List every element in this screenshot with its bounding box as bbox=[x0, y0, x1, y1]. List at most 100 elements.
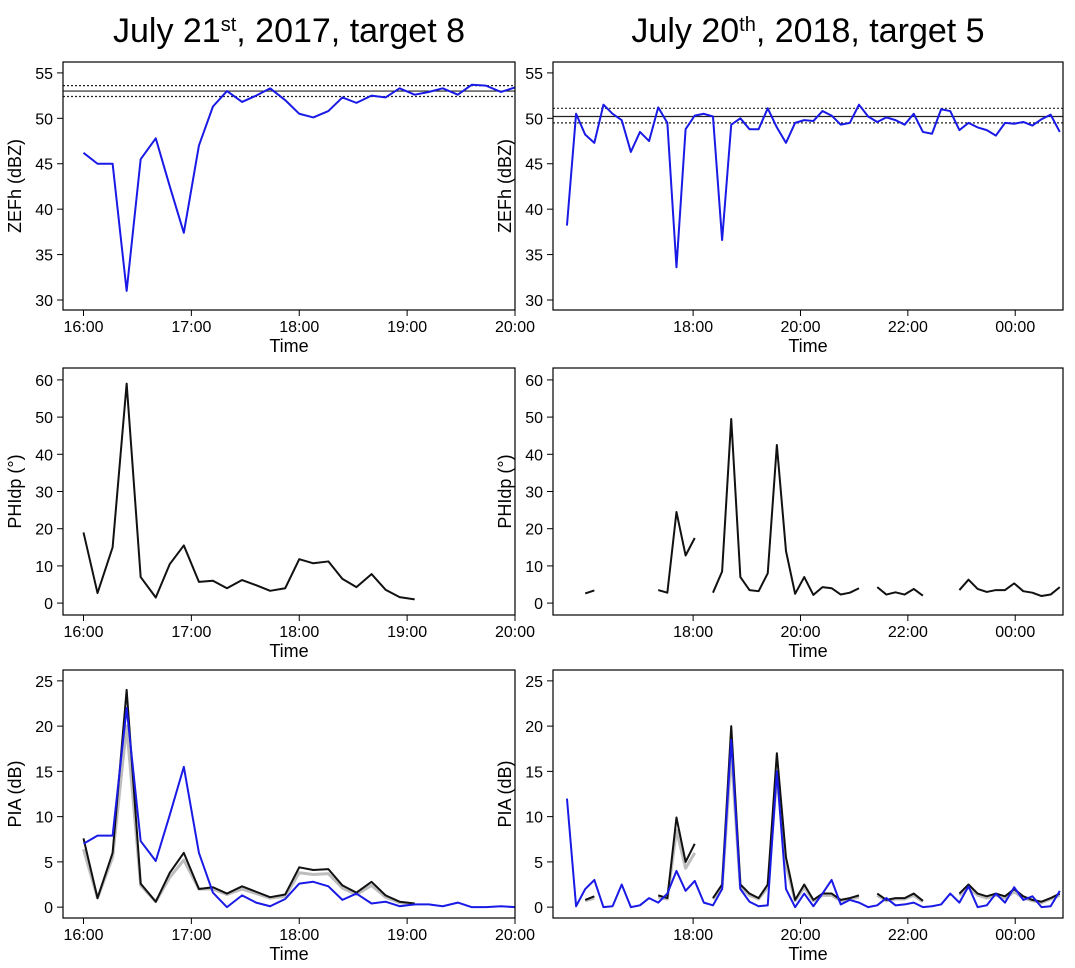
panel: 0 10 20 30 40 50 60 16:00 17:00 18:00 19:00 20:00 Ti… bbox=[5, 367, 535, 661]
y-tick-label: 40 bbox=[525, 447, 543, 464]
y-tick-label: 0 bbox=[44, 900, 53, 917]
y-tick-label: 10 bbox=[35, 559, 53, 576]
y-tick-label: 60 bbox=[525, 373, 543, 390]
x-tick-label: 18:00 bbox=[673, 319, 713, 336]
x-tick-label: 20:00 bbox=[495, 927, 535, 944]
x-tick-label: 00:00 bbox=[995, 624, 1035, 641]
y-tick-label: 50 bbox=[35, 111, 53, 128]
panel-title: July 20th, 2018, target 5 bbox=[631, 12, 984, 50]
y-tick-label: 40 bbox=[35, 447, 53, 464]
y-tick-label: 30 bbox=[35, 485, 53, 502]
x-tick-label: 19:00 bbox=[387, 319, 427, 336]
x-tick-label: 19:00 bbox=[387, 624, 427, 641]
x-tick-label: 16:00 bbox=[63, 624, 103, 641]
plot-frame bbox=[552, 367, 1064, 616]
x-axis-label: Time bbox=[269, 944, 308, 964]
y-tick-label: 40 bbox=[35, 202, 53, 219]
y-tick-label: 35 bbox=[525, 248, 543, 265]
y-tick-label: 55 bbox=[525, 66, 543, 83]
y-tick-label: 20 bbox=[525, 522, 543, 539]
y-tick-label: 20 bbox=[35, 522, 53, 539]
title-part: st bbox=[221, 14, 237, 36]
x-tick-label: 16:00 bbox=[63, 927, 103, 944]
series-line bbox=[565, 738, 1061, 909]
y-tick-label: 15 bbox=[525, 764, 543, 781]
y-axis-label: ZEFh (dBZ) bbox=[5, 139, 25, 233]
x-tick-label: 00:00 bbox=[995, 927, 1035, 944]
y-tick-label: 10 bbox=[525, 810, 543, 827]
y-tick-label: 0 bbox=[534, 900, 543, 917]
x-axis-label: Time bbox=[788, 641, 827, 661]
y-tick-label: 25 bbox=[35, 674, 53, 691]
y-tick-label: 0 bbox=[44, 596, 53, 613]
x-axis-label: Time bbox=[788, 944, 827, 964]
y-tick-label: 5 bbox=[44, 855, 53, 872]
panel: 0 5 10 15 20 25 18:00 20:00 22:00 00:00 Time PIA (d… bbox=[495, 669, 1064, 964]
panel: 0 5 10 15 20 25 16:00 17:00 18:00 19:00 20:00 Time P… bbox=[5, 669, 535, 964]
series-line bbox=[584, 417, 1061, 598]
y-tick-label: 35 bbox=[35, 248, 53, 265]
y-tick-label: 50 bbox=[35, 410, 53, 427]
x-tick-label: 17:00 bbox=[171, 319, 211, 336]
panel: July 20th, 2018, target 5 30 35 40 45 50 55 18:… bbox=[495, 12, 1064, 356]
x-axis-label: Time bbox=[269, 336, 308, 356]
y-tick-label: 15 bbox=[35, 764, 53, 781]
plot-frame bbox=[62, 61, 516, 311]
y-tick-label: 50 bbox=[525, 111, 543, 128]
panel: July 21st, 2017, target 8 30 35 40 45 50 55 16:… bbox=[5, 12, 535, 356]
x-tick-label: 20:00 bbox=[780, 319, 820, 336]
x-tick-label: 20:00 bbox=[495, 319, 535, 336]
series-line bbox=[82, 688, 415, 905]
panel: 0 10 20 30 40 50 60 18:00 20:00 22:00 00:00 Time PHI… bbox=[495, 367, 1064, 661]
y-axis-label: PIA (dB) bbox=[495, 760, 515, 827]
x-tick-label: 20:00 bbox=[780, 624, 820, 641]
y-tick-label: 60 bbox=[35, 373, 53, 390]
y-tick-label: 55 bbox=[35, 66, 53, 83]
y-tick-label: 30 bbox=[525, 485, 543, 502]
plot-frame bbox=[552, 669, 1064, 919]
series-line bbox=[584, 751, 1061, 905]
y-tick-label: 40 bbox=[525, 202, 543, 219]
y-tick-label: 45 bbox=[525, 157, 543, 174]
y-tick-label: 30 bbox=[525, 293, 543, 310]
x-tick-label: 18:00 bbox=[673, 927, 713, 944]
y-axis-label: PHIdp (°) bbox=[5, 454, 25, 528]
y-tick-label: 20 bbox=[35, 719, 53, 736]
series-line bbox=[82, 707, 516, 909]
y-tick-label: 50 bbox=[525, 410, 543, 427]
plot-frame bbox=[62, 669, 516, 919]
x-tick-label: 18:00 bbox=[279, 624, 319, 641]
x-tick-label: 20:00 bbox=[495, 624, 535, 641]
x-tick-label: 22:00 bbox=[888, 624, 928, 641]
title-part: July 21 bbox=[113, 12, 221, 50]
y-tick-label: 10 bbox=[35, 810, 53, 827]
x-tick-label: 16:00 bbox=[63, 319, 103, 336]
x-tick-label: 17:00 bbox=[171, 927, 211, 944]
y-tick-label: 20 bbox=[525, 719, 543, 736]
x-tick-label: 18:00 bbox=[279, 319, 319, 336]
series-line bbox=[82, 83, 516, 292]
y-tick-label: 45 bbox=[35, 157, 53, 174]
y-tick-label: 5 bbox=[534, 855, 543, 872]
plot-frame bbox=[62, 367, 516, 616]
panel-title: July 21st, 2017, target 8 bbox=[113, 12, 465, 50]
y-tick-label: 0 bbox=[534, 596, 543, 613]
x-tick-label: 18:00 bbox=[279, 927, 319, 944]
title-part: th bbox=[739, 14, 756, 36]
series-line bbox=[82, 724, 415, 906]
y-tick-label: 10 bbox=[525, 559, 543, 576]
x-tick-label: 22:00 bbox=[888, 927, 928, 944]
series-line bbox=[565, 103, 1061, 269]
title-part: , 2018, target 5 bbox=[756, 12, 985, 50]
x-tick-label: 17:00 bbox=[171, 624, 211, 641]
x-axis-label: Time bbox=[269, 641, 308, 661]
series-line bbox=[82, 382, 415, 601]
plot-frame bbox=[552, 61, 1064, 311]
x-tick-label: 19:00 bbox=[387, 927, 427, 944]
y-tick-label: 25 bbox=[525, 674, 543, 691]
x-tick-label: 00:00 bbox=[995, 319, 1035, 336]
x-tick-label: 20:00 bbox=[780, 927, 820, 944]
x-tick-label: 22:00 bbox=[888, 319, 928, 336]
x-axis-label: Time bbox=[788, 336, 827, 356]
